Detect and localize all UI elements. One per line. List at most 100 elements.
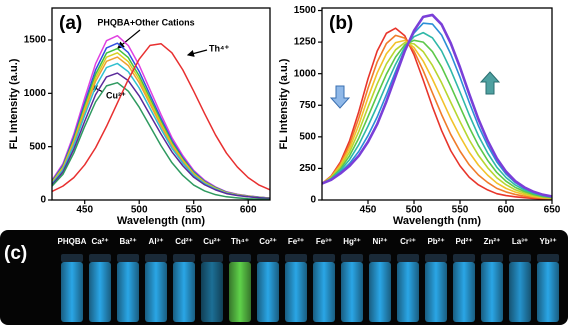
- panel-label: (c): [4, 243, 27, 264]
- vial: [509, 262, 531, 322]
- vial: [313, 262, 335, 322]
- annotation-arrow: [117, 29, 141, 49]
- x-axis-title: Wavelength (nm): [117, 215, 206, 227]
- vial: [89, 262, 111, 322]
- vial-cap: [89, 254, 111, 262]
- vial-cap: [313, 254, 335, 262]
- vial-cap: [201, 254, 223, 262]
- annotation-arrow: [186, 49, 208, 57]
- vial: [257, 262, 279, 322]
- vial-cap: [425, 254, 447, 262]
- series-line: [322, 39, 552, 200]
- vial: [201, 262, 223, 322]
- vial-label: Pb²⁺: [427, 237, 444, 246]
- y-tick-label: 1500: [24, 35, 47, 46]
- y-tick-label: 250: [299, 163, 316, 174]
- series-line: [322, 39, 552, 199]
- annotation: PHQBA+Other Cations: [97, 17, 194, 27]
- x-tick-label: 600: [240, 205, 257, 216]
- series-line: [52, 81, 270, 200]
- vial-cap: [509, 254, 531, 262]
- x-tick-label: 550: [185, 205, 202, 216]
- vial: [173, 262, 195, 322]
- annotation: Cu²⁺: [106, 90, 126, 100]
- vial-label: Cu²⁺: [203, 237, 221, 246]
- vial-cap: [341, 254, 363, 262]
- plot-frame: [51, 7, 271, 201]
- vial: [453, 262, 475, 322]
- x-tick-label: 500: [406, 205, 423, 216]
- vial: [397, 262, 419, 322]
- vial-cap: [481, 254, 503, 262]
- vial-cap: [397, 254, 419, 262]
- vial-label: Pd²⁺: [455, 237, 472, 246]
- vial-cap: [145, 254, 167, 262]
- vial-cap: [453, 254, 475, 262]
- vial: [425, 262, 447, 322]
- x-tick-label: 550: [452, 205, 469, 216]
- vial: [229, 262, 251, 322]
- vial: [341, 262, 363, 322]
- x-tick-label: 650: [544, 205, 561, 216]
- vial-cap: [229, 254, 251, 262]
- series-line: [322, 27, 552, 200]
- vial-cap: [369, 254, 391, 262]
- plot-area: [52, 34, 270, 200]
- vial-label: Hg²⁺: [343, 237, 361, 246]
- vial-label: Zn²⁺: [484, 237, 501, 246]
- vial-label: Cd²⁺: [175, 237, 193, 246]
- vial-label: Yb³⁺: [539, 237, 556, 246]
- vial: [481, 262, 503, 322]
- y-tick-label: 1500: [294, 5, 317, 16]
- series-line: [322, 41, 552, 199]
- vial-label: Th⁴⁺: [231, 237, 249, 246]
- plot-area: [322, 13, 552, 200]
- annotation: Th⁴⁺: [209, 43, 229, 53]
- vial-label: Ni²⁺: [373, 237, 388, 246]
- vial-cap: [117, 254, 139, 262]
- y-tick-label: 1250: [294, 37, 317, 48]
- vial-label: Fe³⁺: [316, 237, 332, 246]
- x-tick-label: 500: [131, 205, 148, 216]
- y-tick-label: 0: [310, 195, 316, 206]
- vial-label: PHQBA: [58, 237, 87, 246]
- vial-label: Fe²⁺: [288, 237, 304, 246]
- vial: [117, 262, 139, 322]
- vial-label: Ba²⁺: [119, 237, 136, 246]
- panel-label: (a): [59, 13, 82, 34]
- series-line: [52, 42, 270, 193]
- series-line: [322, 31, 552, 199]
- vial-cap: [537, 254, 559, 262]
- y-tick-label: 500: [299, 131, 316, 142]
- vial-cap: [61, 254, 83, 262]
- plot-frame: [321, 7, 553, 201]
- y-tick-label: 750: [299, 100, 316, 111]
- trend-arrow-down: [329, 85, 351, 109]
- y-axis-title: FL Intensity (a.u.): [278, 58, 290, 149]
- vial: [285, 262, 307, 322]
- series-line: [322, 34, 552, 200]
- panel-label: (b): [329, 13, 353, 34]
- vial-cap: [257, 254, 279, 262]
- y-tick-label: 0: [40, 195, 46, 206]
- x-tick-label: 450: [76, 205, 93, 216]
- x-tick-label: 450: [360, 205, 377, 216]
- vial-cap: [173, 254, 195, 262]
- trend-arrow-up: [479, 71, 501, 95]
- y-tick-label: 1000: [294, 68, 317, 79]
- vial: [61, 262, 83, 322]
- y-tick-label: 500: [29, 141, 46, 152]
- vial: [369, 262, 391, 322]
- vial: [145, 262, 167, 322]
- vial-label: La³⁺: [512, 237, 528, 246]
- vial-label: Al³⁺: [149, 237, 164, 246]
- vial-label: Cr³⁺: [400, 237, 416, 246]
- y-axis-title: FL Intensity (a.u.): [8, 58, 20, 149]
- vial-cap: [285, 254, 307, 262]
- y-tick-label: 1000: [24, 88, 47, 99]
- vial-label: Ca²⁺: [91, 237, 108, 246]
- x-axis-title: Wavelength (nm): [393, 215, 482, 227]
- x-tick-label: 600: [498, 205, 515, 216]
- vial-label: Co²⁺: [259, 237, 277, 246]
